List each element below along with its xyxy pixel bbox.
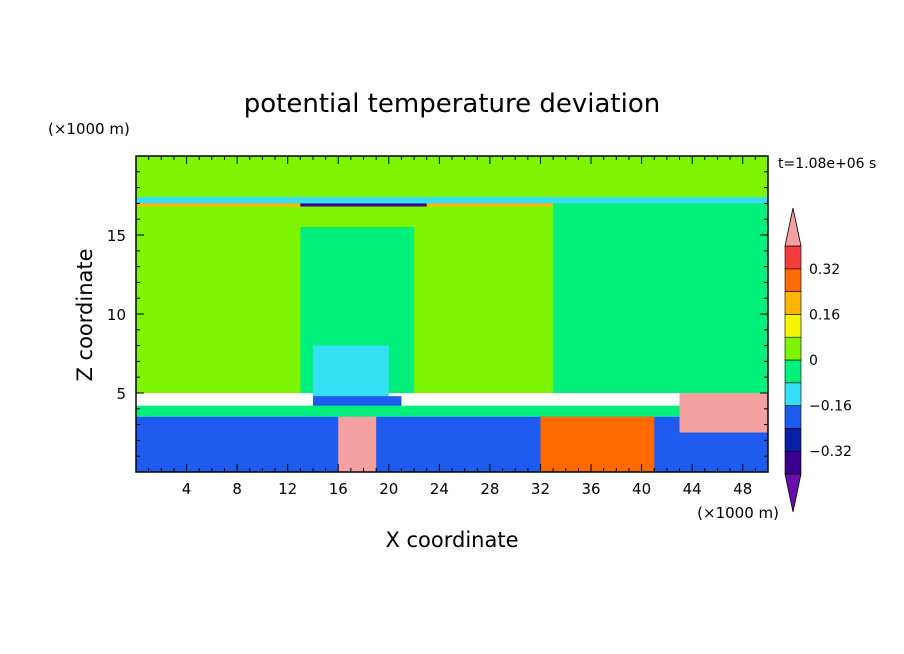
heatmap-region: [136, 203, 768, 207]
colorbar: 0.32 0.16 0 −0.16 −0.32: [784, 207, 852, 513]
colorbar-segment: [784, 336, 802, 361]
heatmap-region: [136, 197, 768, 204]
x-tick-label: 8: [232, 480, 242, 498]
heatmap-region: [553, 203, 768, 393]
colorbar-max-arrow: [784, 207, 802, 247]
colorbar-segment: [784, 268, 802, 292]
colorbar-min-arrow: [784, 473, 802, 513]
x-tick-label: 40: [632, 480, 651, 498]
colorbar-segment: [784, 314, 802, 338]
colorbar-tick-label: 0: [809, 353, 818, 369]
x-tick-label: 24: [430, 480, 449, 498]
heatmap-region: [540, 416, 655, 472]
heatmap-region: [136, 405, 768, 417]
x-tick-label: 44: [683, 480, 702, 498]
colorbar-segment: [784, 359, 802, 384]
colorbar-segment: [784, 450, 802, 475]
heatmap-region: [338, 416, 377, 472]
colorbar-tick-label: 0.32: [809, 262, 840, 278]
colorbar-segment: [784, 382, 802, 406]
plot-area: [136, 156, 768, 472]
x-unit-label: (×1000 m): [697, 504, 779, 522]
heatmap-region: [300, 203, 427, 207]
y-tick-label: 10: [107, 306, 126, 324]
colorbar-tick-label: −0.16: [809, 399, 852, 415]
colorbar-segment: [784, 428, 802, 452]
x-axis-label: X coordinate: [385, 528, 518, 552]
x-tick-label: 48: [733, 480, 752, 498]
colorbar-segment: [784, 291, 802, 315]
heatmap-region: [136, 416, 768, 472]
x-axis: 4 8 12 16 20 24 28 32 36 40 44 48: [135, 156, 769, 498]
x-tick-label: 16: [329, 480, 348, 498]
colorbar-segment: [784, 245, 802, 270]
colorbar-segment: [784, 405, 802, 429]
x-tick-label: 4: [182, 480, 192, 498]
time-label: t=1.08e+06 s: [778, 156, 876, 172]
x-tick-label: 28: [480, 480, 499, 498]
y-unit-label: (×1000 m): [48, 120, 130, 138]
y-tick-label: 15: [107, 227, 126, 245]
y-tick-label: 5: [116, 385, 126, 403]
colorbar-tick-label: −0.32: [809, 444, 852, 460]
x-tick-label: 32: [531, 480, 550, 498]
colorbar-tick-label: 0.16: [809, 307, 840, 323]
x-tick-label: 36: [581, 480, 600, 498]
x-tick-label: 12: [278, 480, 297, 498]
y-axis: 5 10 15: [107, 155, 768, 473]
x-tick-label: 20: [379, 480, 398, 498]
y-axis-label: Z coordinate: [73, 248, 97, 381]
chart-title: potential temperature deviation: [244, 89, 660, 119]
heatmap-region: [679, 393, 768, 433]
